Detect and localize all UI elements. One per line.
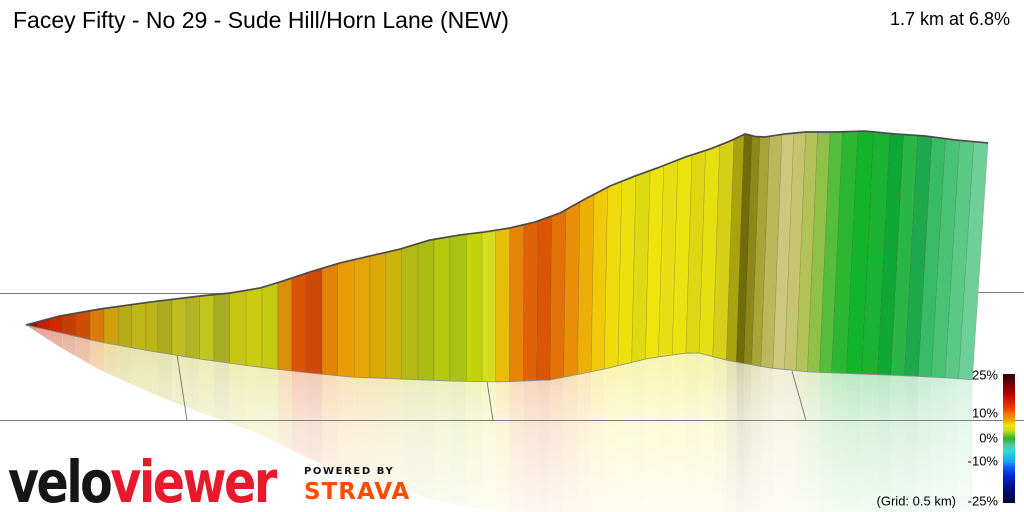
- logo-velo: velo: [8, 448, 113, 512]
- page-title: Facey Fifty - No 29 - Sude Hill/Horn Lan…: [13, 7, 509, 33]
- segment-stats: 1.7 km at 6.8%: [889, 9, 1010, 29]
- profile-underside-outline: [25, 324, 973, 383]
- profile-ribbon: [25, 130, 989, 383]
- gradient-colorbar: [1003, 374, 1015, 503]
- strava-wordmark: STRAVA: [304, 479, 411, 505]
- profile-top-outline: [25, 130, 989, 326]
- grid-interval-note: (Grid: 0.5 km): [876, 493, 956, 509]
- profile-reflection: [26, 325, 973, 512]
- logo-viewer: viewer: [110, 448, 277, 512]
- strava-attribution: POWERED BY STRAVA: [304, 466, 410, 505]
- veloviewer-logo: veloviewer: [8, 453, 277, 511]
- powered-by-label: POWERED BY: [304, 466, 395, 477]
- grid-lines: [0, 292, 1024, 421]
